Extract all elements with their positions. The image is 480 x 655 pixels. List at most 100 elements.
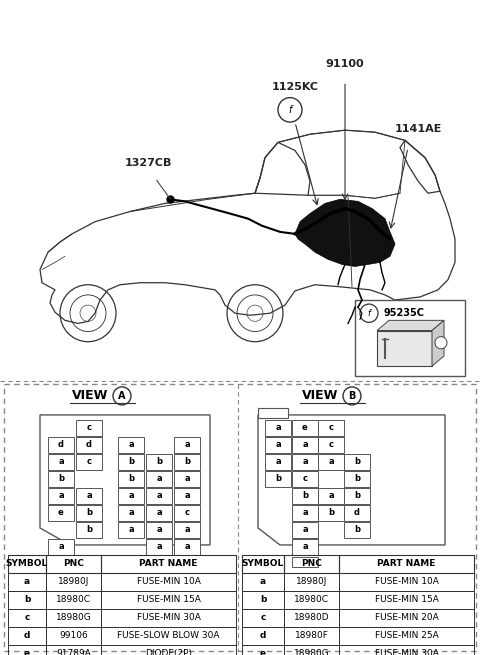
Text: d: d <box>354 508 360 517</box>
Text: b: b <box>354 491 360 500</box>
Text: b: b <box>24 595 30 605</box>
Text: 99106: 99106 <box>59 631 88 641</box>
Text: FUSE-MIN 15A: FUSE-MIN 15A <box>137 595 201 605</box>
Bar <box>344 454 370 470</box>
Polygon shape <box>432 320 444 366</box>
Bar <box>146 522 172 538</box>
Text: b: b <box>184 457 190 466</box>
Text: e: e <box>24 650 30 655</box>
Bar <box>146 488 172 504</box>
Text: a: a <box>24 578 30 586</box>
Bar <box>146 454 172 470</box>
Bar <box>146 505 172 521</box>
Bar <box>339 645 474 655</box>
Text: FUSE-MIN 10A: FUSE-MIN 10A <box>374 578 438 586</box>
Bar <box>48 488 74 504</box>
Bar <box>48 437 74 453</box>
Text: VIEW: VIEW <box>72 390 108 402</box>
Text: b: b <box>275 474 281 483</box>
Text: b: b <box>354 525 360 534</box>
Bar <box>242 645 284 655</box>
Bar <box>292 522 318 538</box>
Text: 18980C: 18980C <box>56 595 91 605</box>
Bar <box>101 627 236 645</box>
Text: b: b <box>128 457 134 466</box>
Bar <box>146 539 172 555</box>
Bar <box>76 420 102 436</box>
Bar <box>174 454 200 470</box>
Text: b: b <box>328 508 334 517</box>
Bar <box>318 505 344 521</box>
Text: 91100: 91100 <box>326 59 364 69</box>
Text: a: a <box>184 440 190 449</box>
Text: a: a <box>302 457 308 466</box>
Text: a: a <box>128 525 134 534</box>
Text: a: a <box>184 474 190 483</box>
Text: a: a <box>302 542 308 552</box>
Text: a: a <box>184 491 190 500</box>
Bar <box>242 555 284 573</box>
Bar <box>48 539 74 555</box>
Text: c: c <box>328 423 334 432</box>
Text: a: a <box>58 457 64 466</box>
Text: b: b <box>354 474 360 483</box>
Bar <box>339 591 474 609</box>
Bar <box>8 555 46 573</box>
Bar <box>8 645 46 655</box>
Text: d: d <box>24 631 30 641</box>
Text: a: a <box>128 491 134 500</box>
Text: PART NAME: PART NAME <box>377 559 436 569</box>
Bar <box>344 522 370 538</box>
Bar <box>242 627 284 645</box>
Bar <box>46 609 101 627</box>
Bar <box>174 437 200 453</box>
Text: FUSE-MIN 20A: FUSE-MIN 20A <box>374 614 438 622</box>
Text: FUSE-MIN 10A: FUSE-MIN 10A <box>137 578 201 586</box>
Bar <box>118 454 144 470</box>
Bar <box>76 505 102 521</box>
Text: f: f <box>288 105 292 115</box>
Bar <box>292 471 318 487</box>
Bar <box>284 573 339 591</box>
Bar <box>318 454 344 470</box>
Bar <box>292 557 318 567</box>
Bar <box>242 591 284 609</box>
Bar <box>46 591 101 609</box>
Bar <box>339 609 474 627</box>
Bar <box>101 573 236 591</box>
Polygon shape <box>377 320 444 331</box>
Text: PNC: PNC <box>63 559 84 569</box>
Text: a: a <box>128 440 134 449</box>
Text: 1327CB: 1327CB <box>124 158 172 168</box>
Bar <box>258 408 288 418</box>
Text: a: a <box>302 508 308 517</box>
Text: e: e <box>302 423 308 432</box>
Bar <box>318 420 344 436</box>
Text: c: c <box>86 457 92 466</box>
Bar <box>242 609 284 627</box>
Text: FUSE-MIN 15A: FUSE-MIN 15A <box>374 595 438 605</box>
Bar <box>8 573 46 591</box>
Bar <box>146 471 172 487</box>
Text: a: a <box>184 525 190 534</box>
Bar <box>46 573 101 591</box>
Bar <box>46 627 101 645</box>
Bar <box>76 454 102 470</box>
Text: c: c <box>86 423 92 432</box>
Bar <box>118 488 144 504</box>
Bar <box>344 505 370 521</box>
Text: 1141AE: 1141AE <box>394 124 442 134</box>
Bar <box>242 573 284 591</box>
Text: FUSE-SLOW BLOW 30A: FUSE-SLOW BLOW 30A <box>117 631 220 641</box>
Text: a: a <box>328 457 334 466</box>
Bar <box>339 627 474 645</box>
Text: b: b <box>58 474 64 483</box>
Bar <box>284 645 339 655</box>
Text: a: a <box>58 491 64 500</box>
Text: b: b <box>86 508 92 517</box>
Bar <box>265 454 291 470</box>
Text: 91789A: 91789A <box>56 650 91 655</box>
Bar <box>284 591 339 609</box>
Text: a: a <box>156 474 162 483</box>
Bar <box>292 437 318 453</box>
